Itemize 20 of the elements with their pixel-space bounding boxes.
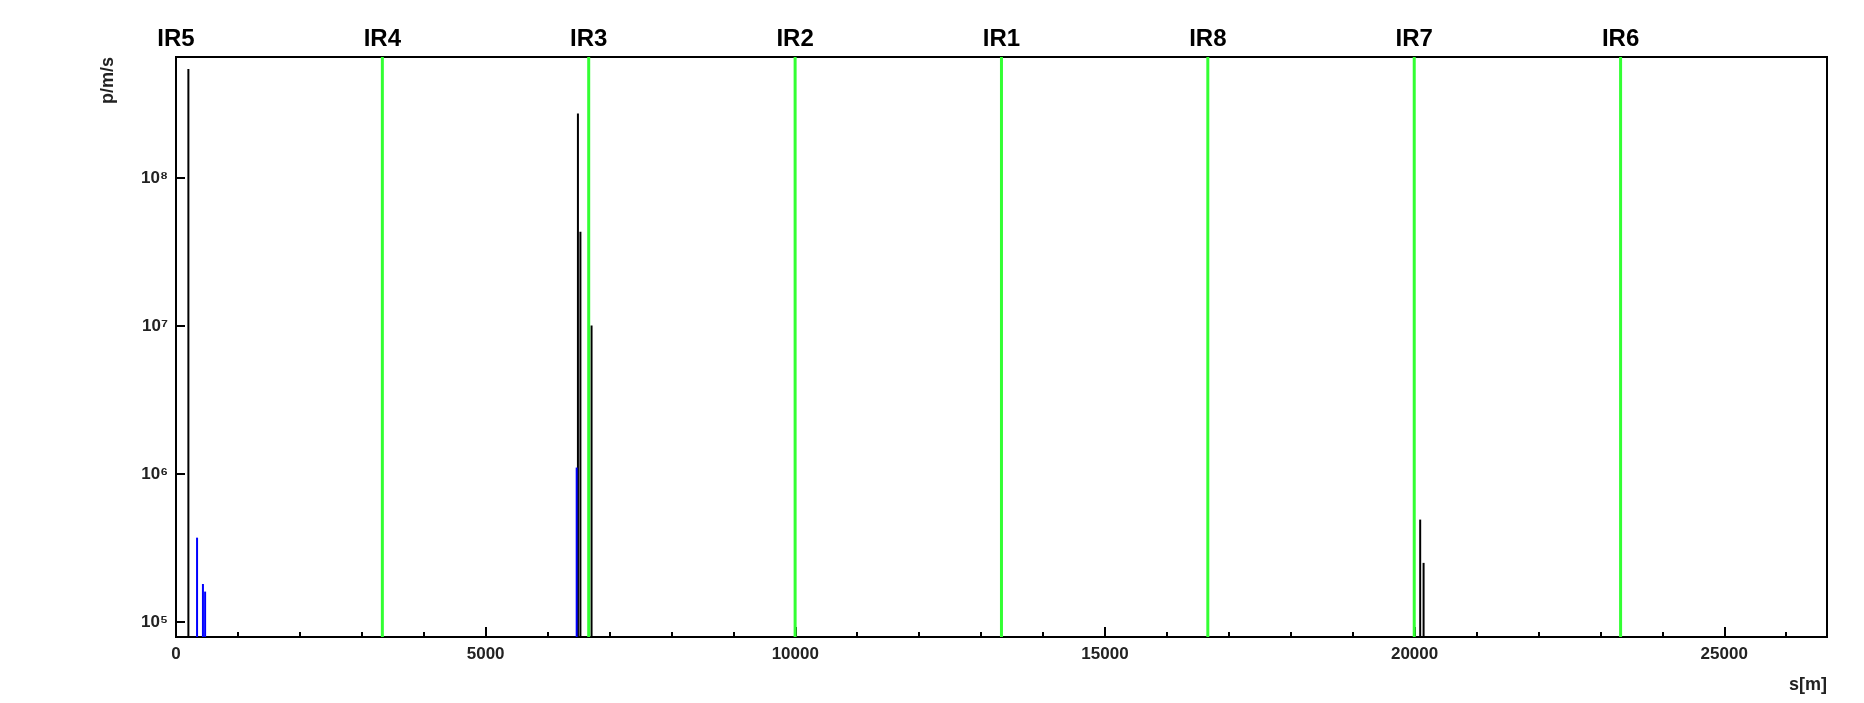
x-tick-label: 0	[171, 644, 181, 663]
text: IR5	[157, 23, 195, 51]
x-axis-title: s[m]	[1788, 674, 1827, 694]
ref-line-label: IR4	[363, 23, 402, 51]
y-tick-label: 10⁵	[141, 612, 168, 632]
x-tick-label: 20000	[1390, 644, 1439, 663]
ref-line-label: IR8	[1189, 23, 1227, 51]
ref-line-label: IR7	[1395, 23, 1433, 51]
ref-line-label: IR1	[982, 23, 1021, 51]
x-tick-label: 10000	[771, 644, 819, 663]
x-tick-label: 25000	[1700, 644, 1748, 663]
ref-line-label: IR3	[570, 23, 608, 51]
x-tick-label: 15000	[1081, 644, 1129, 663]
ref-line-label: IR6	[1601, 23, 1640, 51]
y-tick-label: 10⁶	[141, 464, 168, 484]
y-tick-label: 10⁸	[141, 167, 168, 187]
ref-line-label: IR2	[776, 23, 814, 51]
y-tick-label: 10⁷	[142, 316, 168, 336]
x-tick-label: 5000	[466, 644, 505, 663]
y-axis-title: p/m/s	[97, 57, 117, 105]
